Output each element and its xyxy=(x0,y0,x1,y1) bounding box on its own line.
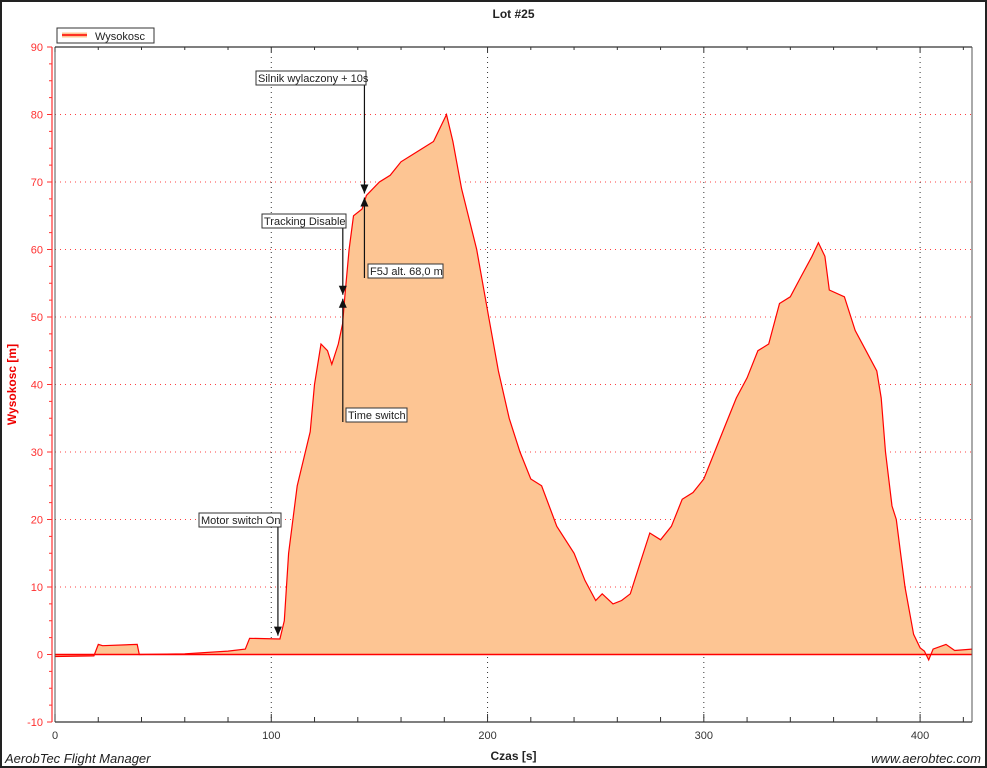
annotation-label: Tracking Disable xyxy=(264,216,346,228)
y-tick-label: 60 xyxy=(31,245,43,257)
annotation-box xyxy=(367,263,444,279)
y-axis-label: Wysokosc [m] xyxy=(5,344,19,425)
x-tick-label: 100 xyxy=(262,730,280,742)
arrow-up-icon xyxy=(338,298,347,308)
y-tick-label: 40 xyxy=(31,380,43,392)
y-tick-label: 30 xyxy=(31,447,43,459)
y-tick-label: 70 xyxy=(31,177,43,189)
annotation-box xyxy=(261,213,347,229)
altitude-area xyxy=(55,114,972,660)
annotation-label: Motor switch On xyxy=(201,515,280,527)
annotation-label: F5J alt. 68,0 m xyxy=(370,266,443,278)
y-tick-label: 50 xyxy=(31,312,43,324)
x-axis-label: Czas [s] xyxy=(490,749,536,763)
y-tick-label: 10 xyxy=(31,582,43,594)
y-tick-label: 80 xyxy=(31,110,43,122)
legend-box xyxy=(56,27,155,44)
y-tick-label: 90 xyxy=(31,42,43,54)
x-tick-label: 300 xyxy=(695,730,713,742)
annotation-label: Silnik wylaczony + 10s xyxy=(258,73,369,85)
arrow-down-icon xyxy=(273,626,282,636)
chart-title: Lot #25 xyxy=(492,7,534,21)
annotation-box xyxy=(345,407,408,423)
arrow-up-icon xyxy=(360,197,369,207)
annotation-box xyxy=(255,70,367,86)
x-tick-label: 400 xyxy=(911,730,929,742)
arrow-down-icon xyxy=(338,285,347,295)
footer-app-name: AerobTec Flight Manager xyxy=(5,751,151,766)
legend-label: Wysokosc xyxy=(95,31,146,43)
x-tick-label: 0 xyxy=(52,730,58,742)
altitude-line xyxy=(54,112,973,662)
footer-website: www.aerobtec.com xyxy=(871,751,981,766)
arrow-down-icon xyxy=(360,184,369,194)
annotation-label: Time switch xyxy=(348,410,406,422)
y-tick-label: 20 xyxy=(31,515,43,527)
x-tick-label: 200 xyxy=(478,730,496,742)
y-tick-label: 0 xyxy=(37,650,43,662)
annotation-box xyxy=(198,512,282,528)
y-tick-label: -10 xyxy=(27,717,43,729)
